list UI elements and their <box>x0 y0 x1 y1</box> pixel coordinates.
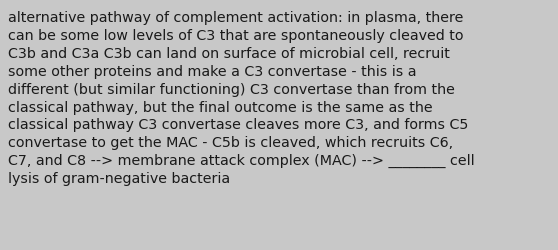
Text: alternative pathway of complement activation: in plasma, there
can be some low l: alternative pathway of complement activa… <box>8 11 474 185</box>
